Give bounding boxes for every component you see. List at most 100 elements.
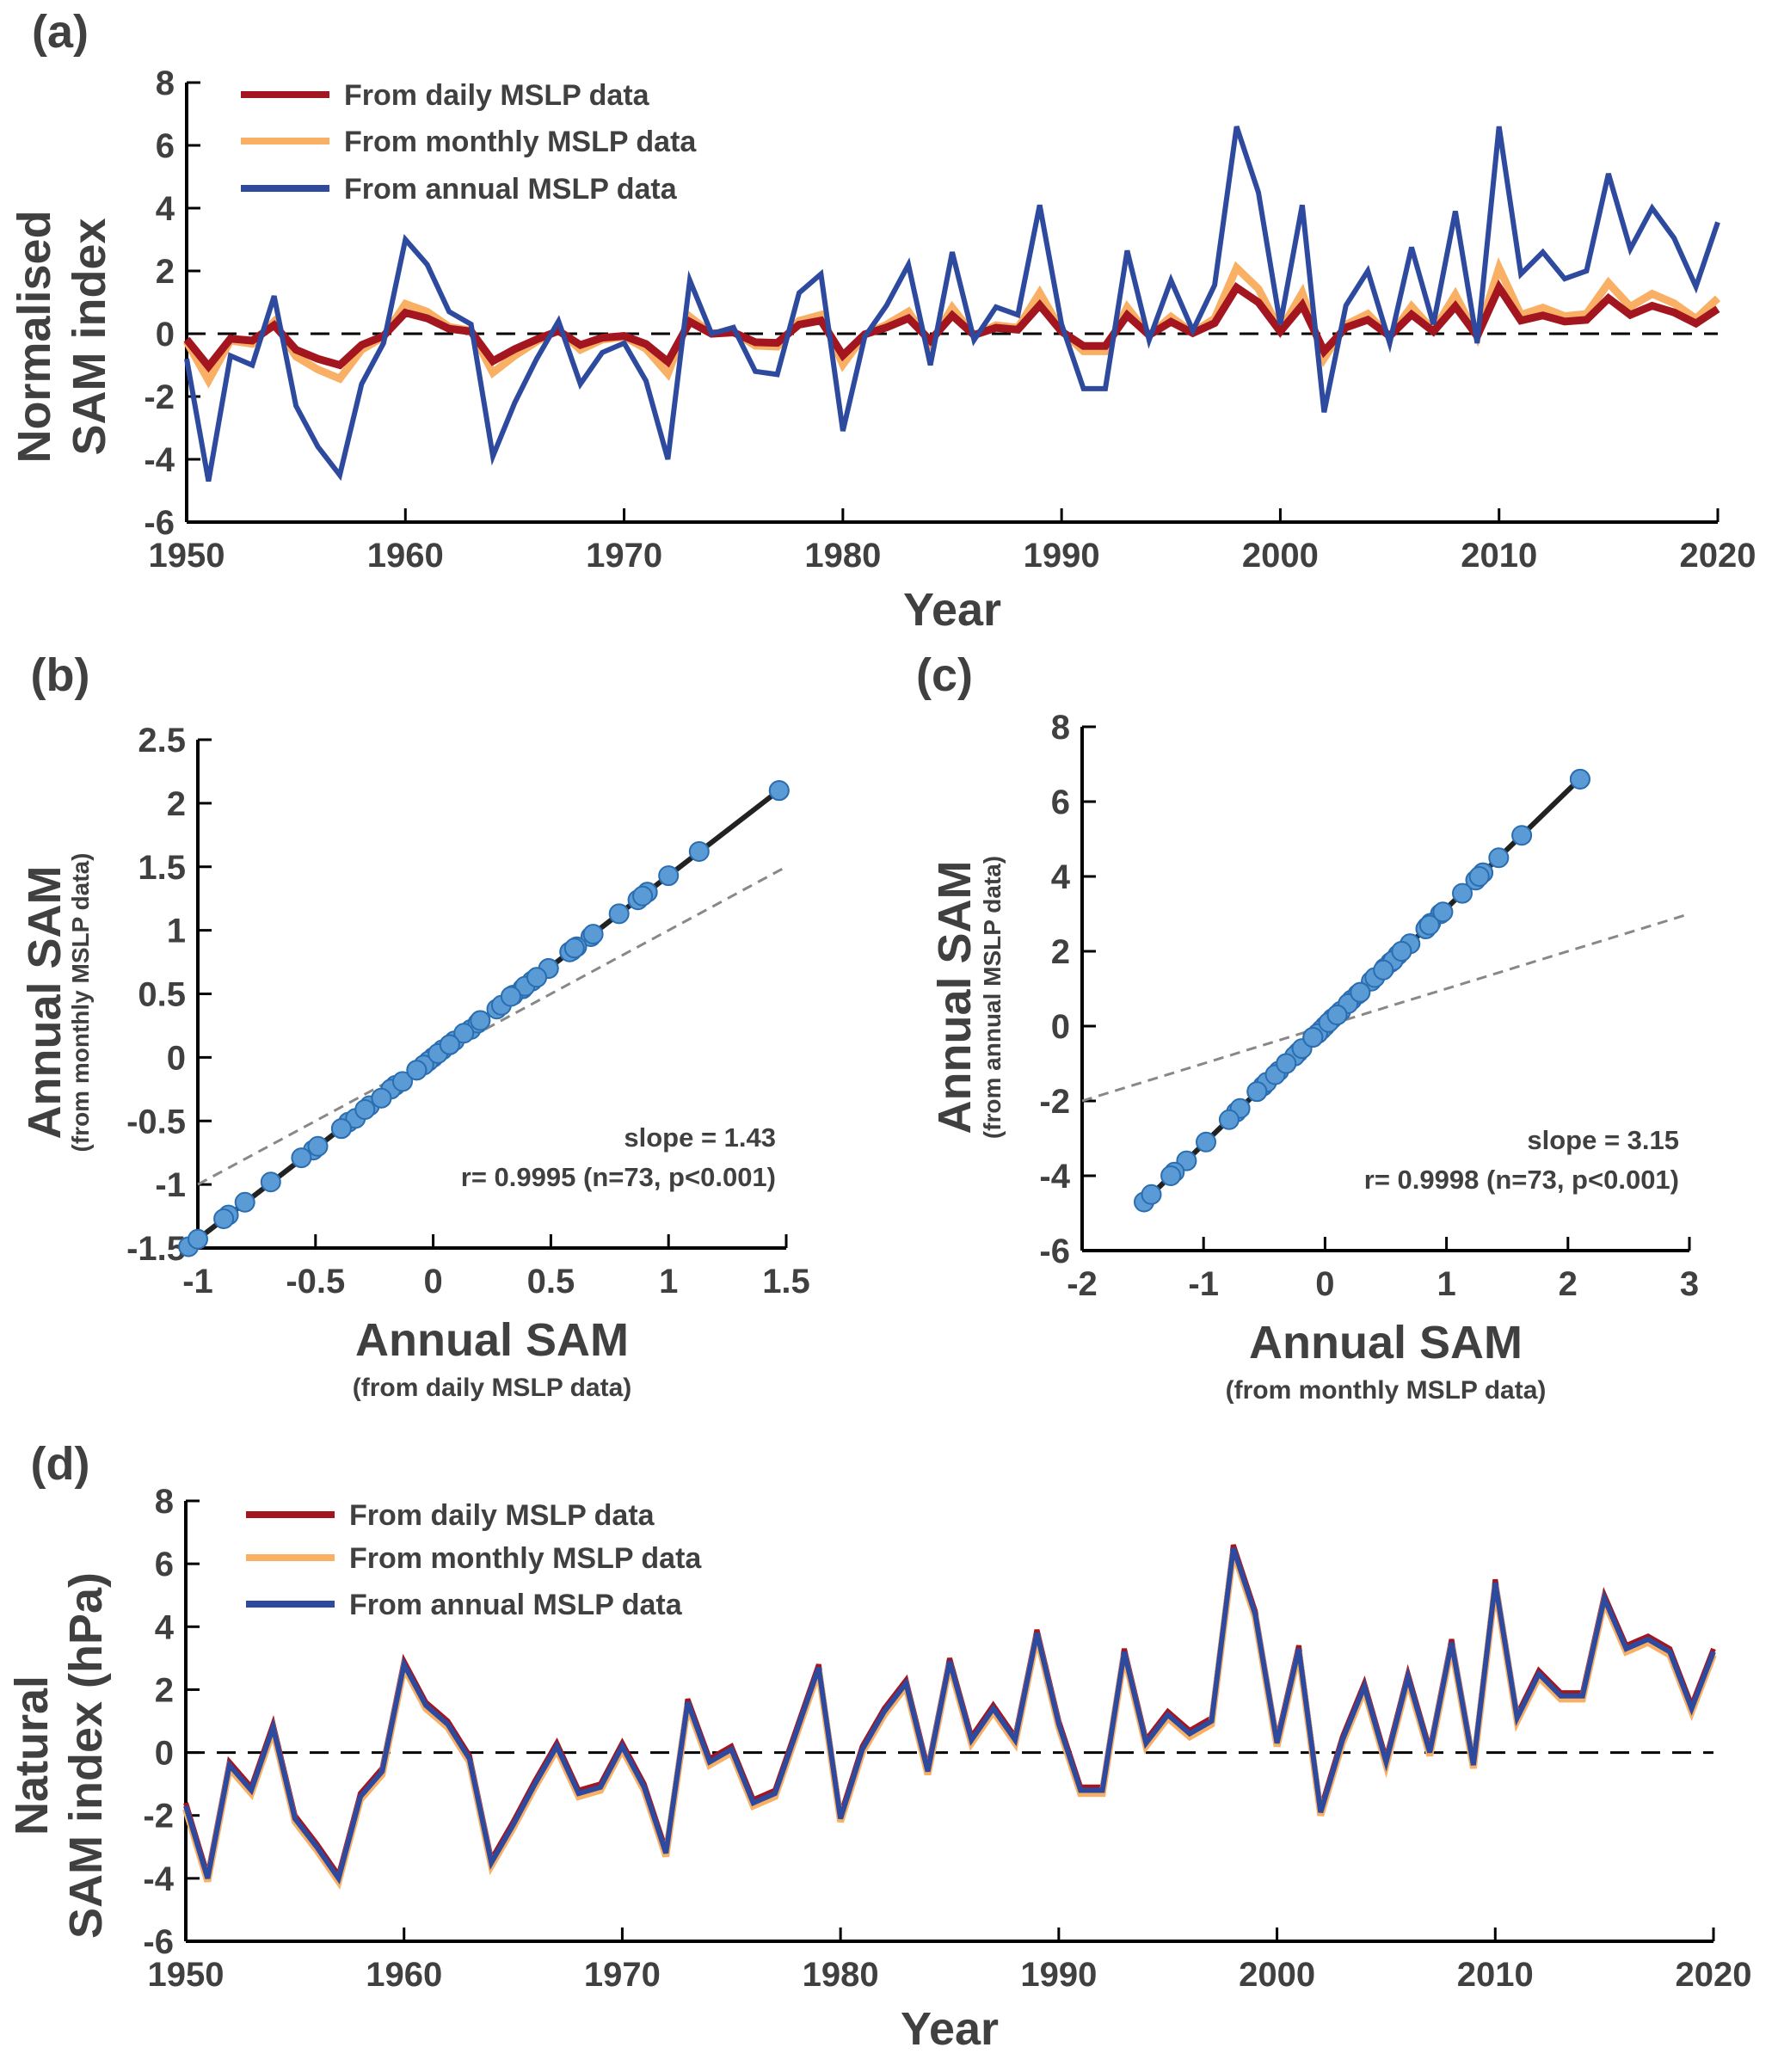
y-tick-label: -2 [1039, 1083, 1070, 1121]
x-axis-title: Year [901, 2003, 999, 2055]
y-tick-label: 8 [156, 65, 175, 102]
legend-label-daily: From daily MSLP data [349, 1499, 655, 1532]
y-tick-label: -4 [144, 441, 175, 479]
scatter-point [768, 780, 790, 802]
y-tick-label: 0 [1051, 1008, 1070, 1046]
y-tick-label: -2 [144, 378, 175, 416]
x-tick-label: -1 [182, 1263, 213, 1300]
panel-c: (c) -2 -1 0 1 2 3 -6 -4 -2 0 2 4 6 8 slope = 3.15 r= 0.9… [916, 649, 1699, 1405]
legend-label-annual: From annual MSLP data [344, 173, 678, 206]
scatter-point [582, 924, 604, 945]
x-axis-subtitle: (from daily MSLP data) [353, 1374, 632, 1402]
scatter-point [330, 1118, 352, 1140]
x-tick-label: 1960 [366, 1956, 442, 1994]
annotation-slope: slope = 3.15 [1527, 1125, 1679, 1155]
legend-label-monthly: From monthly MSLP data [349, 1542, 702, 1575]
scatter-point [234, 1191, 255, 1213]
y-tick-label: 2.5 [138, 722, 186, 759]
legend-label-annual: From annual MSLP data [349, 1589, 683, 1621]
scatter-point [632, 885, 654, 907]
legend-label-monthly: From monthly MSLP data [344, 126, 697, 158]
y-tick-label: 2 [155, 1671, 174, 1709]
x-axis-title: Annual SAM [355, 1314, 629, 1366]
x-tick-label: 1960 [367, 537, 444, 575]
scatter-point [213, 1208, 235, 1229]
x-tick-label: 2020 [1680, 537, 1756, 575]
scatter-point [470, 1010, 491, 1031]
x-tick-label: 1980 [803, 1956, 879, 1994]
scatter-point [1276, 1053, 1297, 1074]
y-tick-label: -4 [143, 1860, 174, 1898]
x-tick-label: 2010 [1461, 537, 1537, 575]
panel-label-c: (c) [916, 649, 973, 701]
y-tick-label: 4 [155, 1608, 175, 1646]
x-tick-label: 1970 [584, 1956, 661, 1994]
y-axis-title: Normalised [9, 210, 60, 463]
legend-label-daily: From daily MSLP data [344, 79, 650, 112]
x-tick-label: 1990 [1020, 1956, 1097, 1994]
x-tick-label: 1.5 [762, 1263, 810, 1300]
x-tick-label: 0 [1315, 1265, 1334, 1303]
scatter-point [1373, 959, 1394, 981]
x-axis-title: Annual SAM [1249, 1317, 1523, 1368]
scatter-point [371, 1087, 392, 1109]
scatter-point [1418, 914, 1440, 936]
y-tick-label: 1.5 [138, 849, 186, 887]
y-tick-label: 1 [167, 913, 186, 950]
scatter-point [1432, 901, 1454, 923]
y-tick-label: 8 [1051, 709, 1070, 747]
scatter-point [500, 986, 521, 1007]
scatter-point [658, 865, 680, 887]
x-axis-title: Year [903, 584, 1001, 636]
y-tick-label: -6 [143, 1923, 174, 1961]
y-axis-title: Annual SAM [929, 861, 981, 1134]
scatter-point [1218, 1109, 1240, 1130]
x-tick-label: -2 [1067, 1265, 1098, 1303]
y-tick-label: -1.5 [126, 1230, 186, 1268]
panel-b: (b)-1 -0.5 0 0.5 1 1.5-1.5-1-0.500.511.522.5s… [19, 649, 810, 1402]
y-tick-label: 4 [1051, 858, 1071, 896]
y-tick-label: 0.5 [138, 976, 186, 1014]
scatter-point [1511, 825, 1533, 846]
y-tick-label: -6 [144, 504, 175, 542]
y-tick-label: -4 [1039, 1158, 1070, 1196]
series-line-monthly [183, 257, 1721, 389]
scatter-point [1246, 1081, 1268, 1103]
panel-label-d: (d) [31, 1438, 90, 1490]
x-tick-label: 0 [423, 1263, 442, 1300]
scatter-point [1468, 866, 1490, 887]
y-tick-label: 2 [156, 253, 175, 291]
y-axis-title: Natural [6, 1675, 58, 1835]
x-tick-label: 1970 [586, 537, 662, 575]
scatter-point [1160, 1165, 1182, 1186]
panel-a: (a) 1950 1960 1970 1980 1990 2000 2010 2020 -6 -4 -… [9, 6, 1756, 636]
x-tick-label: 1990 [1024, 537, 1100, 575]
series-line-daily [183, 280, 1720, 373]
annotation-correlation: r= 0.9998 (n=73, p<0.001) [1364, 1165, 1679, 1195]
scatter-point [608, 903, 630, 925]
annotation-slope: slope = 1.43 [624, 1122, 776, 1153]
reference-line-1to1 [197, 865, 787, 1186]
scatter-point [1141, 1184, 1162, 1205]
y-tick-label: 2 [1051, 933, 1070, 971]
x-axis-subtitle: (from monthly MSLP data) [1226, 1376, 1547, 1405]
scatter-point [307, 1135, 329, 1157]
x-tick-label: 1980 [804, 537, 881, 575]
y-tick-label: -6 [1039, 1233, 1070, 1270]
series-line-annual [184, 126, 1720, 483]
scatter-point [439, 1034, 460, 1055]
y-tick-label: -0.5 [126, 1103, 186, 1141]
y-axis-title: Annual SAM [19, 866, 71, 1140]
scatter-point [526, 967, 547, 988]
scatter-point [1350, 981, 1371, 1003]
x-tick-label: 1950 [148, 1956, 225, 1994]
x-tick-label: 2 [1559, 1265, 1578, 1303]
y-axis-subtitle: (from monthly MSLP data) [67, 853, 94, 1153]
scatter-point [563, 938, 585, 959]
scatter-point [188, 1228, 208, 1250]
scatter-point [291, 1147, 312, 1169]
y-tick-label: 6 [155, 1546, 174, 1583]
scatter-point [1196, 1131, 1216, 1153]
y-axis-title: SAM index (hPa) [60, 1572, 112, 1939]
